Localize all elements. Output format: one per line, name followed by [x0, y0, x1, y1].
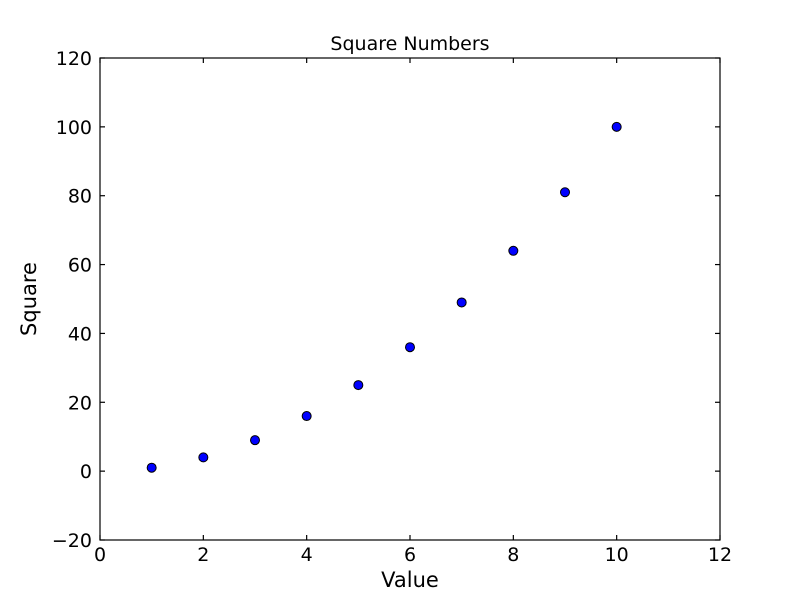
x-tick-label: 2 — [197, 544, 209, 566]
y-tick-label: 60 — [68, 255, 92, 277]
data-point — [250, 435, 260, 446]
y-tick-label: 80 — [68, 186, 92, 208]
y-tick-label: 40 — [68, 323, 92, 345]
x-tick-label: 10 — [605, 544, 629, 566]
data-point — [405, 342, 415, 353]
y-tick-label: 100 — [56, 117, 92, 139]
data-point — [301, 411, 312, 422]
y-tick-label: 20 — [68, 392, 92, 414]
y-axis-label: Square — [17, 262, 41, 336]
data-point — [456, 297, 467, 308]
x-tick-label: 12 — [708, 544, 732, 566]
axes-frame — [99, 57, 721, 541]
data-point — [560, 187, 570, 198]
chart-title: Square Numbers — [330, 33, 489, 55]
x-tick-label: 0 — [94, 544, 106, 566]
data-point — [146, 462, 157, 473]
x-tick-label: 6 — [404, 544, 416, 566]
y-tick-label: 120 — [56, 48, 92, 70]
data-point — [353, 380, 364, 391]
x-tick-label: 4 — [301, 544, 313, 566]
data-point — [611, 121, 622, 132]
x-tick-label: 8 — [507, 544, 519, 566]
y-tick-label: −20 — [52, 530, 92, 552]
y-tick-label: 0 — [80, 461, 92, 483]
data-point — [508, 245, 519, 256]
x-axis-label: Value — [381, 568, 439, 592]
data-point — [198, 452, 209, 463]
